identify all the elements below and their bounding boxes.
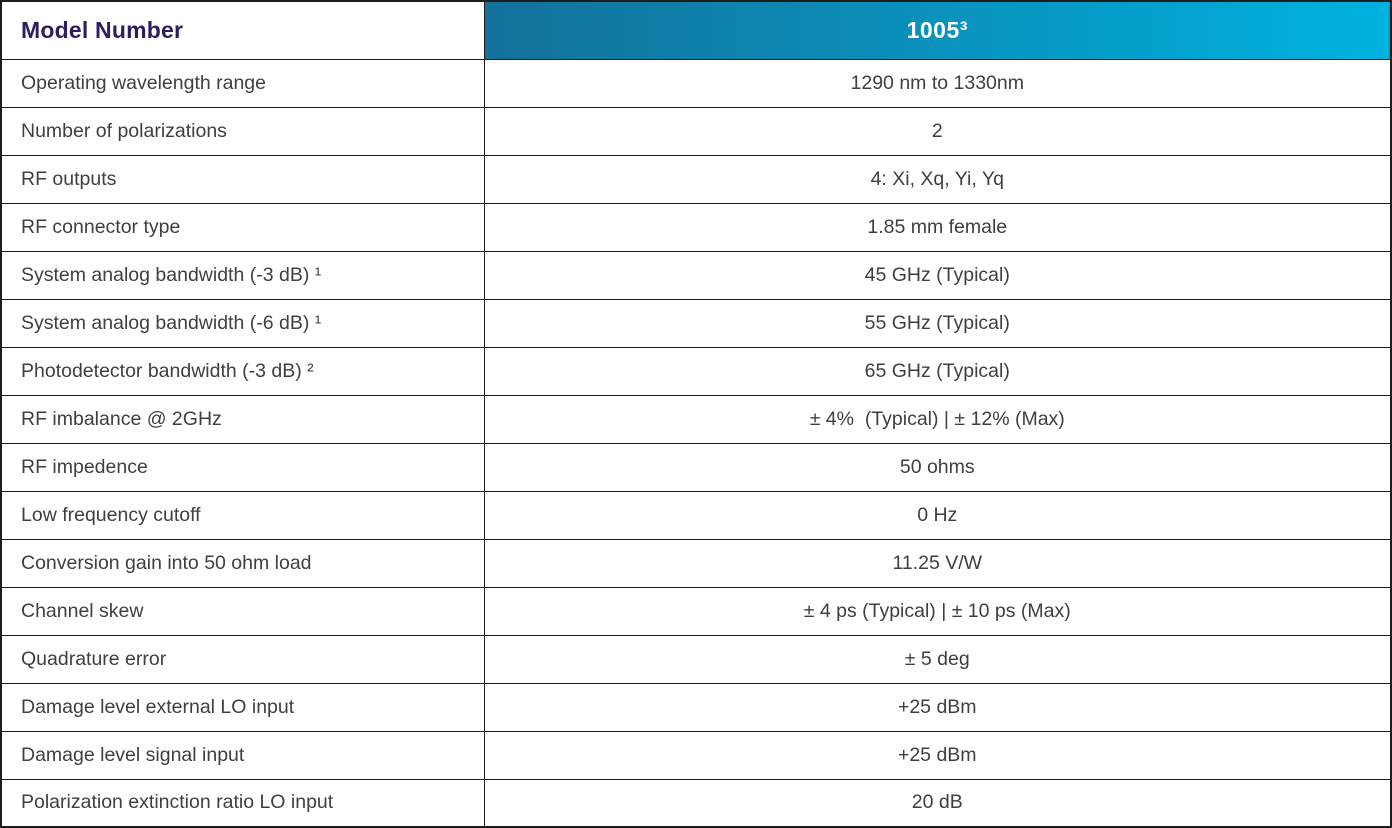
- spec-value: 55 GHz (Typical): [483, 298, 1392, 348]
- spec-value: 0 Hz: [483, 490, 1392, 540]
- table-row: Conversion gain into 50 ohm load 11.25 V…: [0, 538, 1392, 588]
- table-row: Channel skew ± 4 ps (Typical) | ± 10 ps …: [0, 586, 1392, 636]
- table-row: RF imbalance @ 2GHz ± 4% (Typical) | ± 1…: [0, 394, 1392, 444]
- table-row: Number of polarizations 2: [0, 106, 1392, 156]
- spec-value: 1290 nm to 1330nm: [483, 58, 1392, 108]
- table-row: Quadrature error ± 5 deg: [0, 634, 1392, 684]
- spec-label: Number of polarizations: [0, 106, 485, 156]
- spec-value: 20 dB: [483, 778, 1392, 828]
- spec-value: 11.25 V/W: [483, 538, 1392, 588]
- table-row: System analog bandwidth (-3 dB) ¹ 45 GHz…: [0, 250, 1392, 300]
- model-number-header-value: 1005³: [483, 0, 1392, 60]
- spec-value: ± 4 ps (Typical) | ± 10 ps (Max): [483, 586, 1392, 636]
- spec-label: RF connector type: [0, 202, 485, 252]
- spec-value: ± 5 deg: [483, 634, 1392, 684]
- spec-label: Channel skew: [0, 586, 485, 636]
- spec-label: Damage level signal input: [0, 730, 485, 780]
- table-row: Low frequency cutoff 0 Hz: [0, 490, 1392, 540]
- table-row: Operating wavelength range 1290 nm to 13…: [0, 58, 1392, 108]
- table-row: RF connector type 1.85 mm female: [0, 202, 1392, 252]
- spec-label: Operating wavelength range: [0, 58, 485, 108]
- table-row: Damage level external LO input +25 dBm: [0, 682, 1392, 732]
- spec-value: 1.85 mm female: [483, 202, 1392, 252]
- table-row: RF outputs 4: Xi, Xq, Yi, Yq: [0, 154, 1392, 204]
- spec-value: 4: Xi, Xq, Yi, Yq: [483, 154, 1392, 204]
- spec-label: RF outputs: [0, 154, 485, 204]
- spec-value: 65 GHz (Typical): [483, 346, 1392, 396]
- table-row: Photodetector bandwidth (-3 dB) ² 65 GHz…: [0, 346, 1392, 396]
- spec-value: 2: [483, 106, 1392, 156]
- spec-value: ± 4% (Typical) | ± 12% (Max): [483, 394, 1392, 444]
- table-row: Polarization extinction ratio LO input 2…: [0, 778, 1392, 828]
- spec-label: RF impedence: [0, 442, 485, 492]
- spec-label: Polarization extinction ratio LO input: [0, 778, 485, 828]
- spec-label: System analog bandwidth (-6 dB) ¹: [0, 298, 485, 348]
- spec-label: Damage level external LO input: [0, 682, 485, 732]
- spec-label: Conversion gain into 50 ohm load: [0, 538, 485, 588]
- table-row: Damage level signal input +25 dBm: [0, 730, 1392, 780]
- table-header-row: Model Number 1005³: [0, 0, 1392, 60]
- model-number-header-label: Model Number: [0, 0, 485, 60]
- spec-label: System analog bandwidth (-3 dB) ¹: [0, 250, 485, 300]
- spec-label: Quadrature error: [0, 634, 485, 684]
- spec-value: 50 ohms: [483, 442, 1392, 492]
- spec-label: Low frequency cutoff: [0, 490, 485, 540]
- spec-label: RF imbalance @ 2GHz: [0, 394, 485, 444]
- spec-value: +25 dBm: [483, 682, 1392, 732]
- spec-value: +25 dBm: [483, 730, 1392, 780]
- table-row: RF impedence 50 ohms: [0, 442, 1392, 492]
- spec-value: 45 GHz (Typical): [483, 250, 1392, 300]
- spec-label: Photodetector bandwidth (-3 dB) ²: [0, 346, 485, 396]
- table-row: System analog bandwidth (-6 dB) ¹ 55 GHz…: [0, 298, 1392, 348]
